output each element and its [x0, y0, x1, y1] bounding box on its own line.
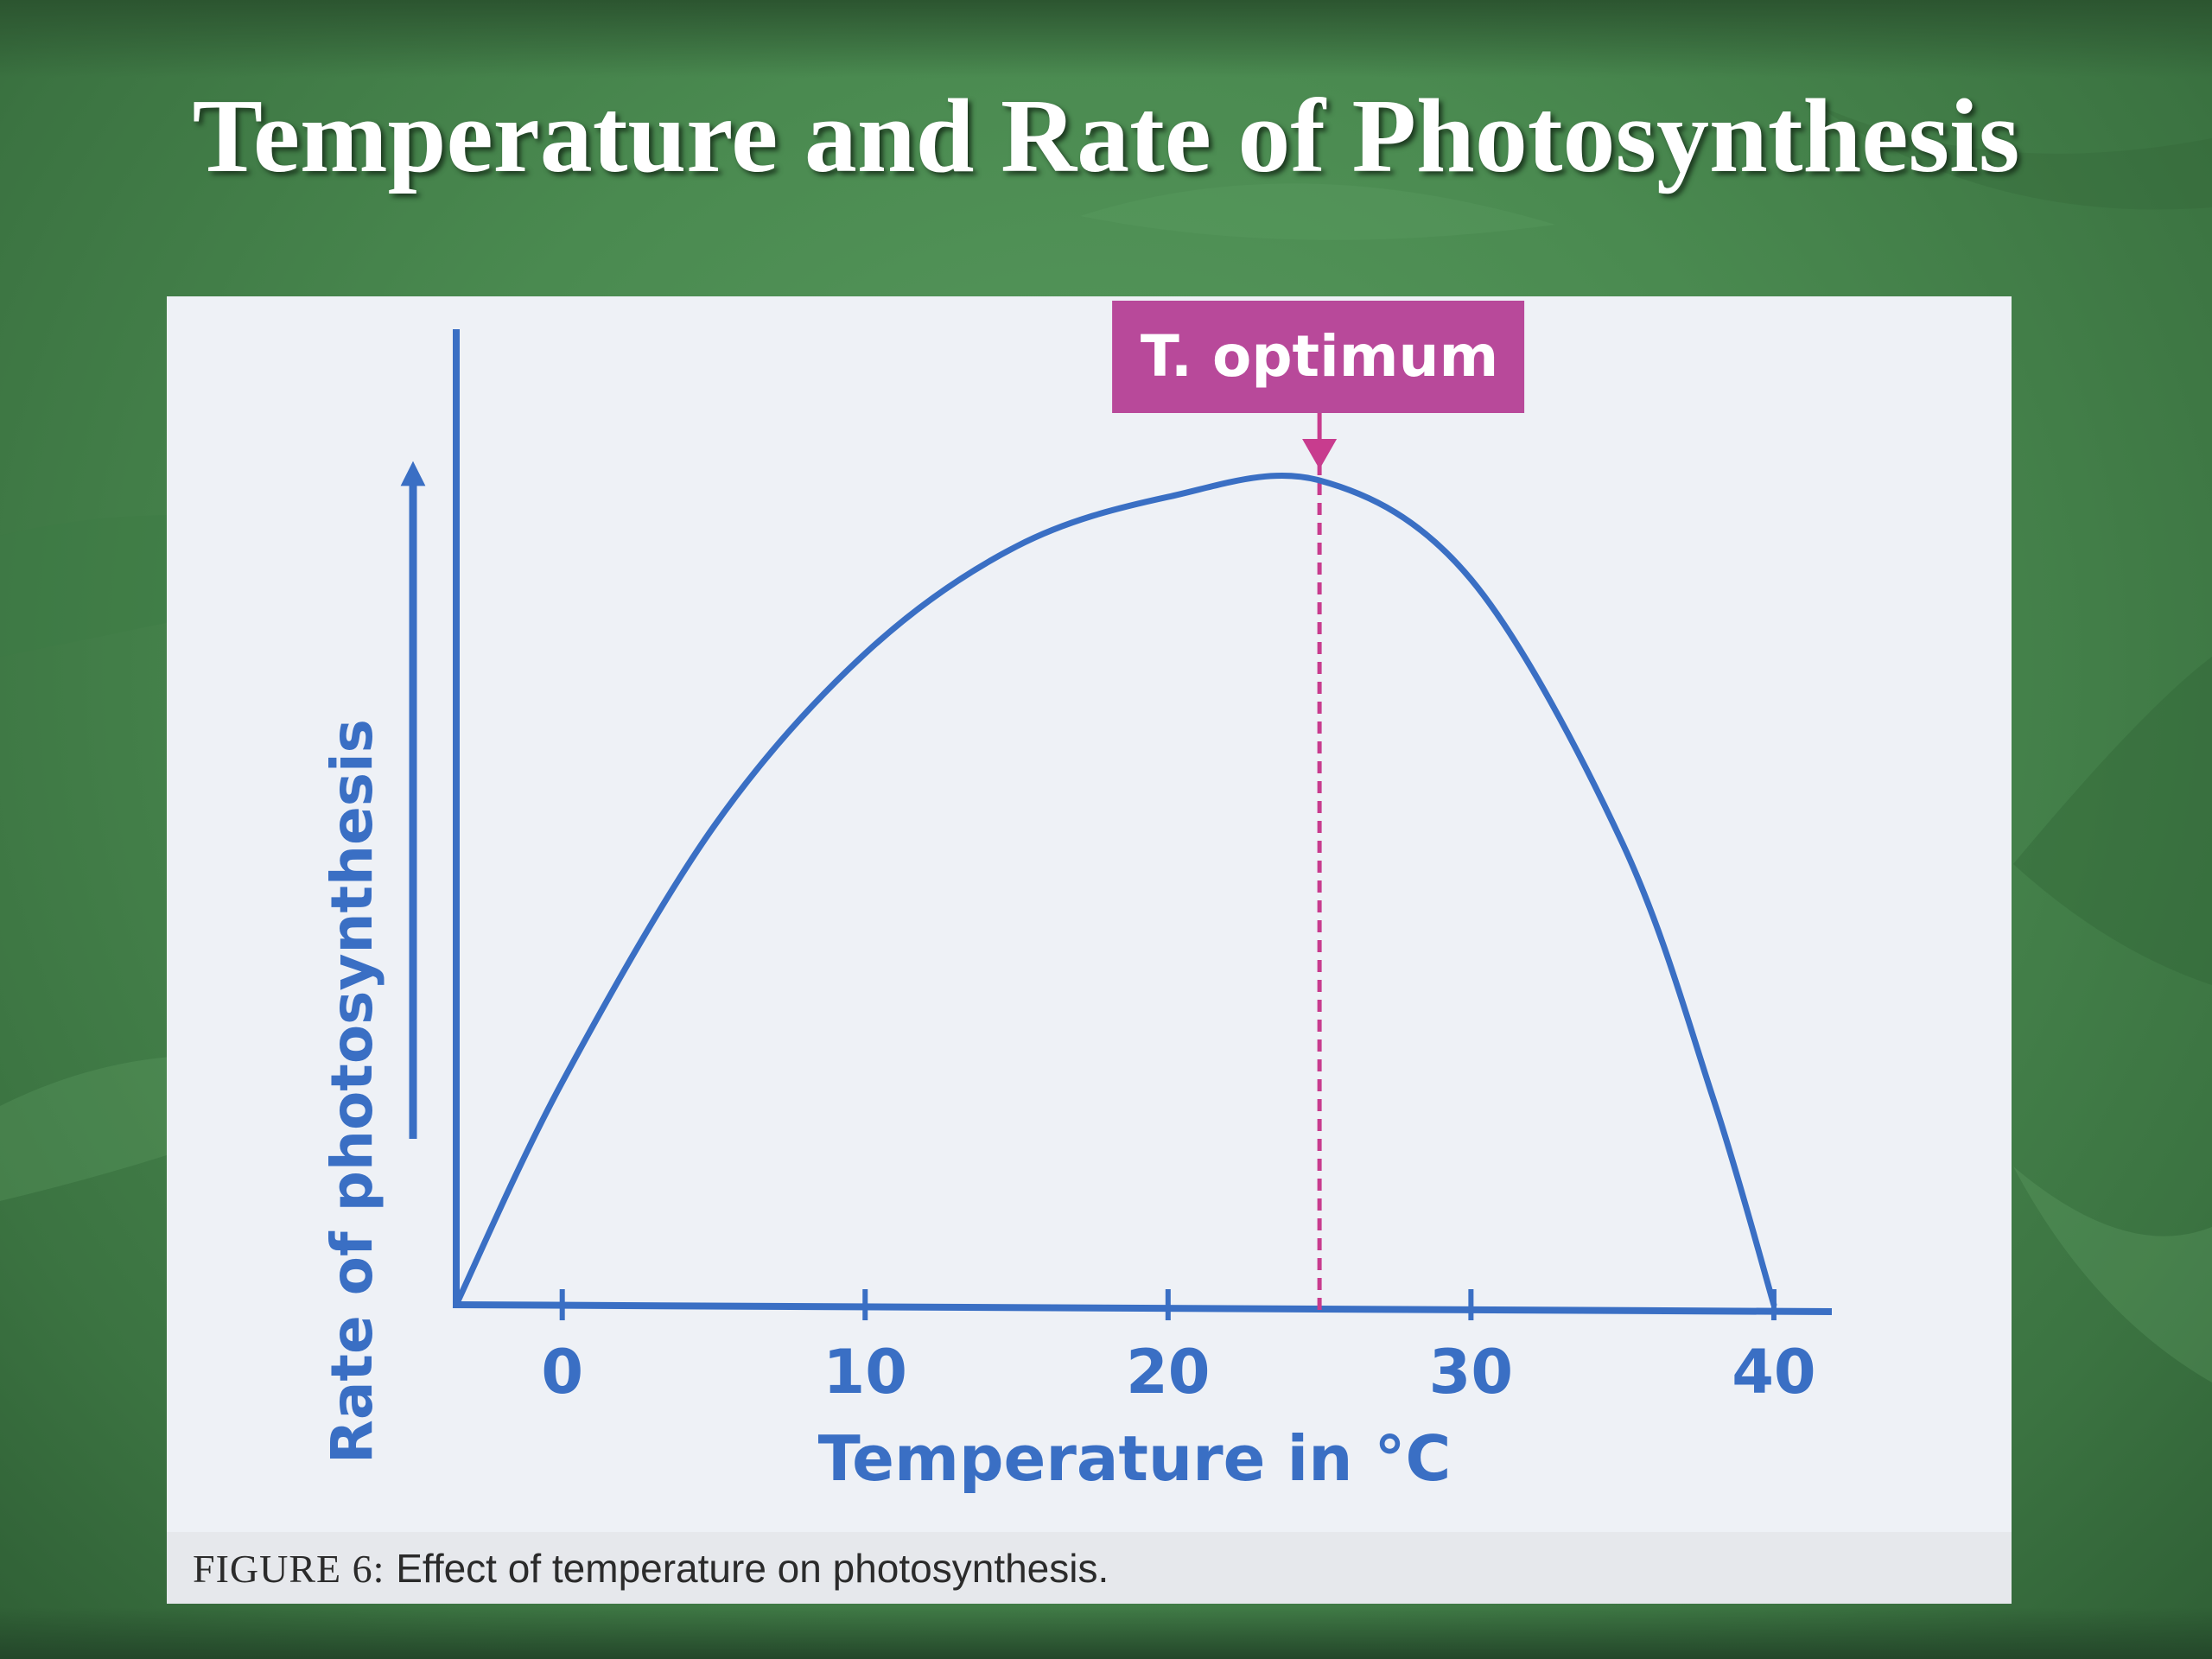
x-axis-line: [452, 1301, 1833, 1315]
caption-band: [167, 1532, 2012, 1604]
figure-caption-label: FIGURE 6:: [193, 1547, 385, 1591]
slide-top-band: [0, 0, 2212, 78]
y-axis-title: Rate of photosynthesis: [319, 719, 385, 1464]
figure-panel: 0 10 20 30 40 T. optimum Temperature in °C Ra…: [167, 296, 2012, 1604]
x-tick-label: 40: [1732, 1337, 1815, 1408]
x-tick-label: 30: [1429, 1337, 1513, 1408]
optimum-label: T. optimum: [1141, 323, 1498, 390]
slide-title: Temperature and Rate of Photosynthesis: [192, 78, 2020, 194]
slide-bottom-band: [0, 1607, 2212, 1659]
x-axis-title: Temperature in °C: [818, 1422, 1452, 1495]
series-layer: [453, 473, 1777, 1308]
optimum-arrow-head: [1302, 439, 1338, 469]
x-tick-label: 20: [1126, 1337, 1210, 1408]
x-tick-label: 10: [823, 1337, 907, 1408]
x-ticks: 0 10 20 30 40: [541, 1289, 1816, 1408]
x-tick-label: 0: [541, 1337, 583, 1408]
photosynthesis-temperature-chart: 0 10 20 30 40 T. optimum Temperature in °C Ra…: [319, 301, 1833, 1495]
axis-labels: Temperature in °C Rate of photosynthesis: [319, 461, 1452, 1495]
axes: [452, 329, 1833, 1315]
figure-caption-text: Effect of temperature on photosynthesis.: [396, 1546, 1109, 1591]
rate-curve: [453, 473, 1777, 1308]
optimum-annotation: T. optimum: [1112, 301, 1525, 1313]
figure-caption: FIGURE 6: Effect of temperature on photo…: [193, 1545, 1109, 1592]
optimum-label-box: [1112, 301, 1525, 413]
